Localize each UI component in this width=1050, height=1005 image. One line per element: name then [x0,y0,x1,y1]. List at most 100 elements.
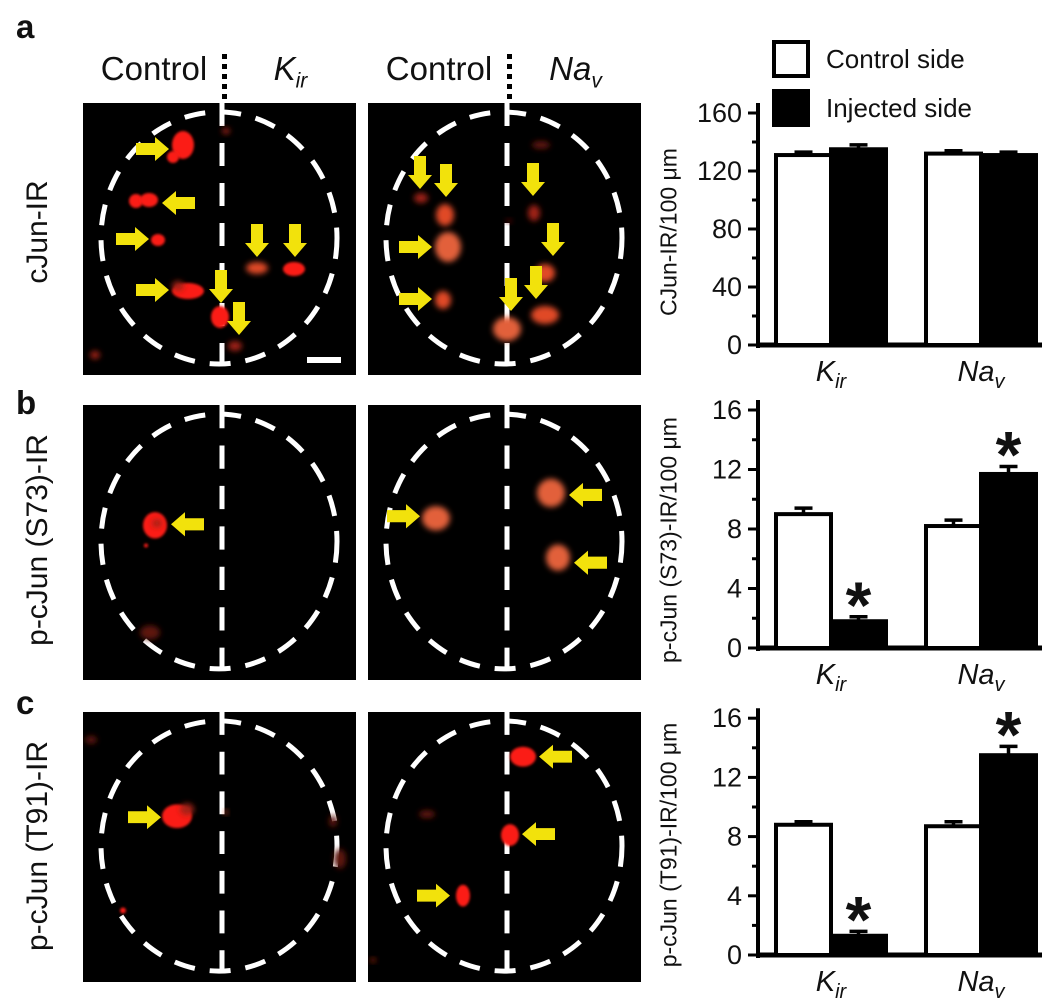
y-tick-label: 8 [727,822,742,852]
x-category-label: Kir [816,356,848,393]
fluorescent-spot [510,746,536,767]
y-tick-label: 80 [712,214,742,244]
fluorescent-spot [283,262,305,276]
fluorescent-spot [334,848,346,869]
fluorescent-spot [140,193,158,207]
panel-letter-a: a [16,8,35,45]
micrograph-b-kir [83,405,356,680]
arrow-icon [524,266,548,299]
micrograph-c-kir [83,712,356,982]
nav-main-text: Na [549,50,592,87]
bar-control-side [924,151,983,347]
y-tick-label: 4 [727,574,742,604]
fluorescent-spot [172,131,194,159]
y-axis-label-s73: p-cJun (S73)-IR/100 μm [655,417,682,663]
bar-injected-side [829,147,888,347]
arrow-icon [434,164,458,197]
significance-asterisk: * [996,700,1022,771]
fluorescent-spot [531,306,559,324]
fluorescent-spot [435,291,451,309]
arrow-icon [209,270,233,303]
row-label-pcjun-t91-ir: p-cJun (T91)-IR [21,740,54,952]
kir-main-text: K [273,50,296,87]
y-tick-label: 0 [727,330,742,360]
arrow-icon [408,156,432,189]
arrow-icon [283,224,307,257]
fluorescent-spot [532,141,550,149]
fluorescent-spot [120,907,126,914]
x-category-label: Nav [957,966,1005,1003]
significance-asterisk: * [996,418,1022,492]
bar-injected-side [979,753,1038,958]
bar-control-side [774,153,833,347]
arrow-icon [539,744,572,769]
fluorescent-spot [493,317,521,341]
legend-swatch-control-side [772,40,810,78]
bar-chart-canvas: 0 4 8 12 16 * Kir * Nav [712,700,1042,1003]
dashed-circle [98,718,340,974]
fluorescent-spot [90,351,100,359]
micrograph-scene [83,405,356,680]
fluorescent-spot [85,735,97,744]
y-tick-label: 12 [712,762,742,792]
x-category-label: Kir [816,966,848,1003]
arrow-icon [417,883,450,908]
dashed-circle [383,109,625,367]
fluorescent-spot [129,194,143,208]
fluorescent-spot [436,204,454,226]
bar-chart-canvas: 0 4 8 12 16 * Kir * Nav [712,395,1042,696]
legend: Control side Injected side [772,40,972,138]
y-tick-label: 12 [712,455,742,485]
fluorescent-spot [224,810,228,815]
dashed-circle [383,411,625,672]
y-tick-label: 4 [727,881,742,911]
dashed-circle [98,411,340,672]
fluorescent-spot [151,234,165,246]
micrograph-scene [368,103,641,375]
fluorescent-spot [222,128,230,134]
row-label-pcjun-s73-ir: p-cJun (S73)-IR [21,434,54,646]
bar-injected-side [979,153,1038,347]
dashed-circle [98,109,340,367]
y-tick-label: 0 [727,940,742,970]
fluorescent-spot [456,884,470,907]
y-tick-label: 16 [712,703,742,733]
kir-subscript-text: ir [295,69,308,93]
arrow-icon [128,805,161,830]
arrow-icon [522,822,555,847]
arrow-icon [499,278,523,311]
legend-swatch-injected-side [772,89,810,127]
legend-label-injected-side: Injected side [826,93,972,123]
header-control-vs-kir: Control Kir [83,48,356,100]
panel-letter-c: c [16,684,35,721]
fluorescent-spot [546,544,570,571]
arrow-icon [541,223,565,256]
x-category-label: Nav [957,356,1005,393]
arrow-icon [399,287,432,311]
bar-injected-side [829,619,888,651]
fluorescent-spot [329,815,337,828]
significance-asterisk: * [846,568,872,642]
fluorescent-spot [167,151,179,163]
arrow-icon [399,235,432,259]
header-kir-label: Kir [225,50,356,94]
y-tick-label: 40 [712,272,742,302]
fluorescent-spot [172,281,184,291]
x-category-label: Nav [957,659,1005,696]
y-axis-label-t91: p-cJun (T91)-IR/100 μm [655,722,682,968]
fluorescent-spot [506,219,512,223]
micrograph-c-nav [368,712,641,982]
row-label-cjun-ir: cJun-IR [21,180,54,284]
panel-letter-b: b [16,384,37,421]
legend-item-injected-side: Injected side [772,89,972,127]
micrograph-a-control-nav [368,103,641,375]
arrow-icon [521,163,545,196]
arrow-icon [171,512,204,537]
micrograph-scene [368,712,641,982]
fluorescent-spot [419,810,435,819]
header-divider-dotted-line [221,54,227,100]
y-tick-label: 8 [727,514,742,544]
arrow-icon [116,227,149,251]
bar-injected-side [979,471,1038,651]
